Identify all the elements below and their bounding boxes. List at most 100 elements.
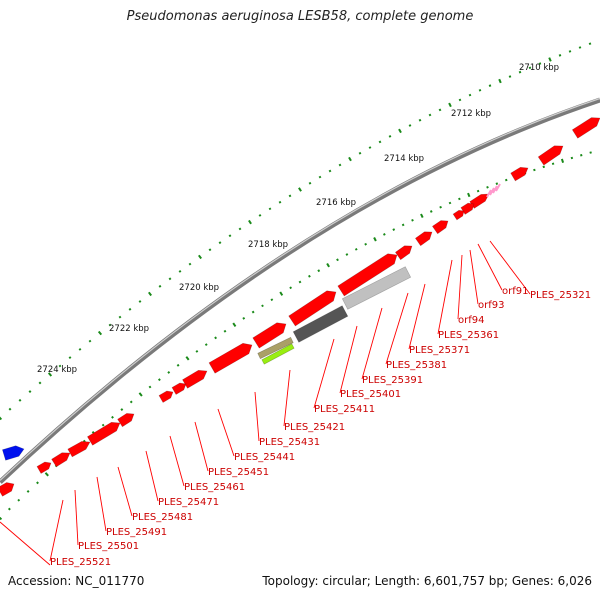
- gene-label[interactable]: PLES_25391: [362, 375, 423, 386]
- gene-label[interactable]: PLES_25461: [184, 482, 245, 493]
- gene-label[interactable]: PLES_25441: [234, 452, 295, 463]
- gene-label[interactable]: PLES_25481: [132, 512, 193, 523]
- tick-mark: [68, 356, 72, 359]
- gene-feature[interactable]: [414, 231, 433, 247]
- tick-mark: [38, 381, 42, 385]
- tick-mark: [138, 392, 143, 397]
- gene-label[interactable]: PLES_25451: [208, 467, 269, 478]
- gene-label[interactable]: PLES_25371: [409, 345, 470, 356]
- gene-feature-green[interactable]: [261, 343, 295, 365]
- gene-feature[interactable]: [337, 253, 398, 297]
- gene-feature[interactable]: [288, 290, 337, 327]
- gene-feature[interactable]: [394, 245, 413, 261]
- accession-text: Accession: NC_011770: [8, 574, 145, 588]
- rna-feature[interactable]: [489, 187, 495, 196]
- gene-feature-dark[interactable]: [292, 305, 349, 343]
- tick-mark: [508, 75, 512, 78]
- label-leader-line: [194, 421, 209, 472]
- tick-mark: [533, 168, 536, 172]
- tick-mark: [408, 124, 412, 127]
- tick-mark: [478, 88, 482, 92]
- gene-label[interactable]: PLES_25421: [284, 422, 345, 433]
- gene-feature[interactable]: [431, 220, 449, 235]
- gene-feature[interactable]: [182, 369, 208, 389]
- gene-label[interactable]: PLES_25491: [106, 527, 167, 538]
- tick-mark: [488, 84, 492, 87]
- label-leader-line: [313, 338, 335, 409]
- gene-feature-grey[interactable]: [341, 266, 412, 310]
- gene-feature[interactable]: [51, 452, 71, 468]
- tick-mark: [338, 163, 342, 167]
- gene-label[interactable]: orf93: [478, 300, 504, 311]
- label-leader-line: [49, 499, 64, 562]
- tick-mark: [288, 194, 292, 198]
- gene-label[interactable]: orf94: [458, 315, 484, 326]
- tick-mark: [428, 113, 432, 117]
- scale-label: 2724 kbp: [37, 365, 77, 375]
- tick-mark: [298, 280, 302, 284]
- gene-feature[interactable]: [252, 322, 287, 349]
- gene-label[interactable]: PLES_25401: [340, 389, 401, 400]
- gene-feature-olive[interactable]: [257, 336, 294, 360]
- gene-feature[interactable]: [117, 413, 135, 428]
- gene-label[interactable]: PLES_25431: [259, 437, 320, 448]
- gene-feature-blue[interactable]: [2, 445, 25, 461]
- tick-mark: [398, 128, 402, 134]
- tick-mark: [467, 192, 471, 198]
- gene-feature[interactable]: [460, 202, 475, 215]
- scale-label: 2722 kbp: [109, 324, 149, 334]
- gene-feature[interactable]: [158, 390, 174, 403]
- gene-feature[interactable]: [208, 342, 253, 374]
- gene-feature[interactable]: [36, 461, 52, 474]
- rna-feature[interactable]: [492, 185, 498, 194]
- tick-mark: [364, 242, 367, 246]
- tick-mark: [47, 372, 53, 377]
- gene-label[interactable]: PLES_25521: [50, 557, 111, 568]
- gene-label[interactable]: PLES_25471: [158, 497, 219, 508]
- tick-mark: [204, 343, 208, 346]
- gene-feature[interactable]: [67, 441, 91, 458]
- tick-mark: [111, 415, 114, 419]
- tick-mark: [232, 322, 237, 327]
- tick-mark: [392, 228, 396, 231]
- tick-mark: [368, 146, 372, 149]
- label-leader-line: [457, 254, 463, 320]
- tick-mark: [448, 102, 452, 108]
- tick-mark: [44, 472, 49, 477]
- gene-label[interactable]: PLES_25381: [386, 360, 447, 371]
- tick-mark: [118, 315, 122, 319]
- gene-label[interactable]: orf91: [502, 286, 528, 297]
- gene-feature[interactable]: [537, 145, 564, 166]
- scale-label: 2710 kbp: [519, 63, 559, 73]
- gene-feature[interactable]: [469, 193, 490, 209]
- tick-mark: [458, 98, 462, 102]
- tick-mark: [308, 181, 312, 185]
- tick-mark: [589, 151, 592, 154]
- tick-mark: [538, 62, 542, 65]
- gene-label[interactable]: PLES_25361: [438, 330, 499, 341]
- tick-mark: [345, 253, 349, 256]
- gene-feature[interactable]: [571, 117, 600, 139]
- gene-feature[interactable]: [0, 482, 15, 497]
- tick-mark: [176, 363, 180, 367]
- tick-mark: [580, 153, 583, 157]
- tick-mark: [208, 248, 212, 252]
- rna-feature[interactable]: [486, 189, 492, 198]
- gene-label[interactable]: PLES_25411: [314, 404, 375, 415]
- tick-mark: [429, 210, 433, 213]
- gene-label[interactable]: PLES_25321: [530, 290, 591, 301]
- gene-feature[interactable]: [86, 421, 121, 446]
- gene-feature[interactable]: [452, 209, 465, 221]
- tick-mark: [486, 185, 489, 189]
- gene-feature[interactable]: [171, 382, 187, 395]
- tick-mark: [128, 307, 132, 311]
- rna-feature[interactable]: [495, 183, 501, 192]
- tick-mark: [458, 197, 461, 201]
- gene-feature[interactable]: [510, 166, 529, 182]
- label-leader-line: [96, 476, 107, 532]
- tick-mark: [548, 57, 552, 62]
- gene-label[interactable]: PLES_25501: [78, 541, 139, 552]
- tick-mark: [328, 169, 332, 173]
